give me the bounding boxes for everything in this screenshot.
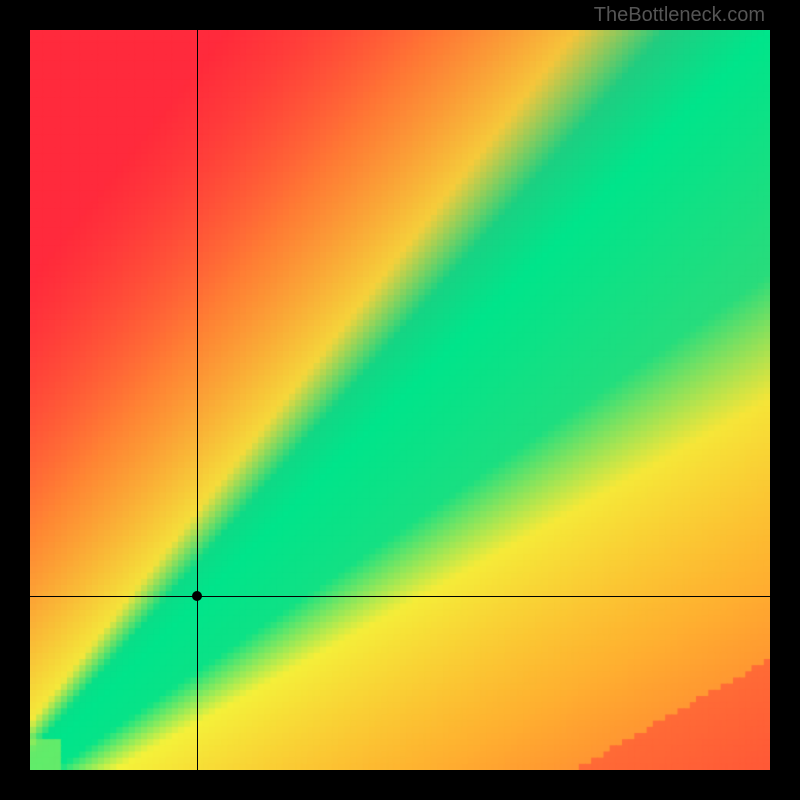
heatmap-canvas <box>30 30 770 770</box>
frame-left <box>0 0 30 800</box>
watermark-text: TheBottleneck.com <box>594 4 765 27</box>
crosshair-horizontal <box>30 596 770 597</box>
frame-bottom <box>0 770 800 800</box>
bottleneck-heatmap <box>30 30 770 770</box>
frame-right <box>770 0 800 800</box>
selection-marker <box>192 591 202 601</box>
crosshair-vertical <box>197 30 198 770</box>
